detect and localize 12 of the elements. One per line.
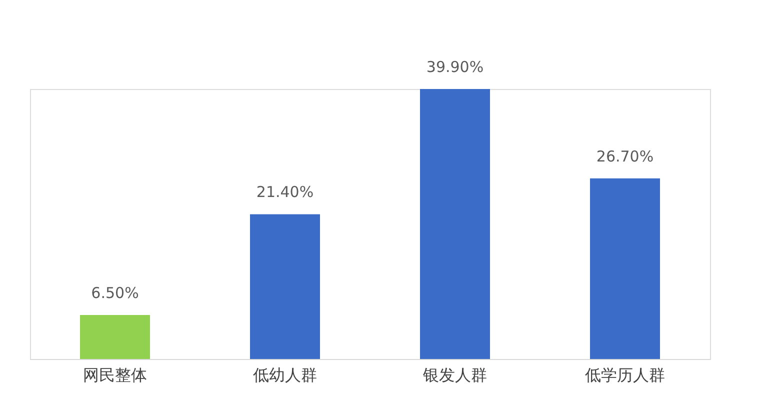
data-label: 39.90% [426,58,484,76]
data-label: 6.50% [91,284,139,302]
x-tick-label: 网民整体 [83,366,147,384]
bar [250,214,320,359]
x-tick-label: 银发人群 [422,366,487,384]
data-label: 21.40% [256,183,314,202]
x-tick-label: 低学历人群 [585,366,665,384]
data-label: 26.70% [596,147,654,166]
bar [590,178,660,359]
x-tick-label: 低幼人群 [253,366,317,384]
bar [420,89,490,359]
bar [80,315,150,359]
